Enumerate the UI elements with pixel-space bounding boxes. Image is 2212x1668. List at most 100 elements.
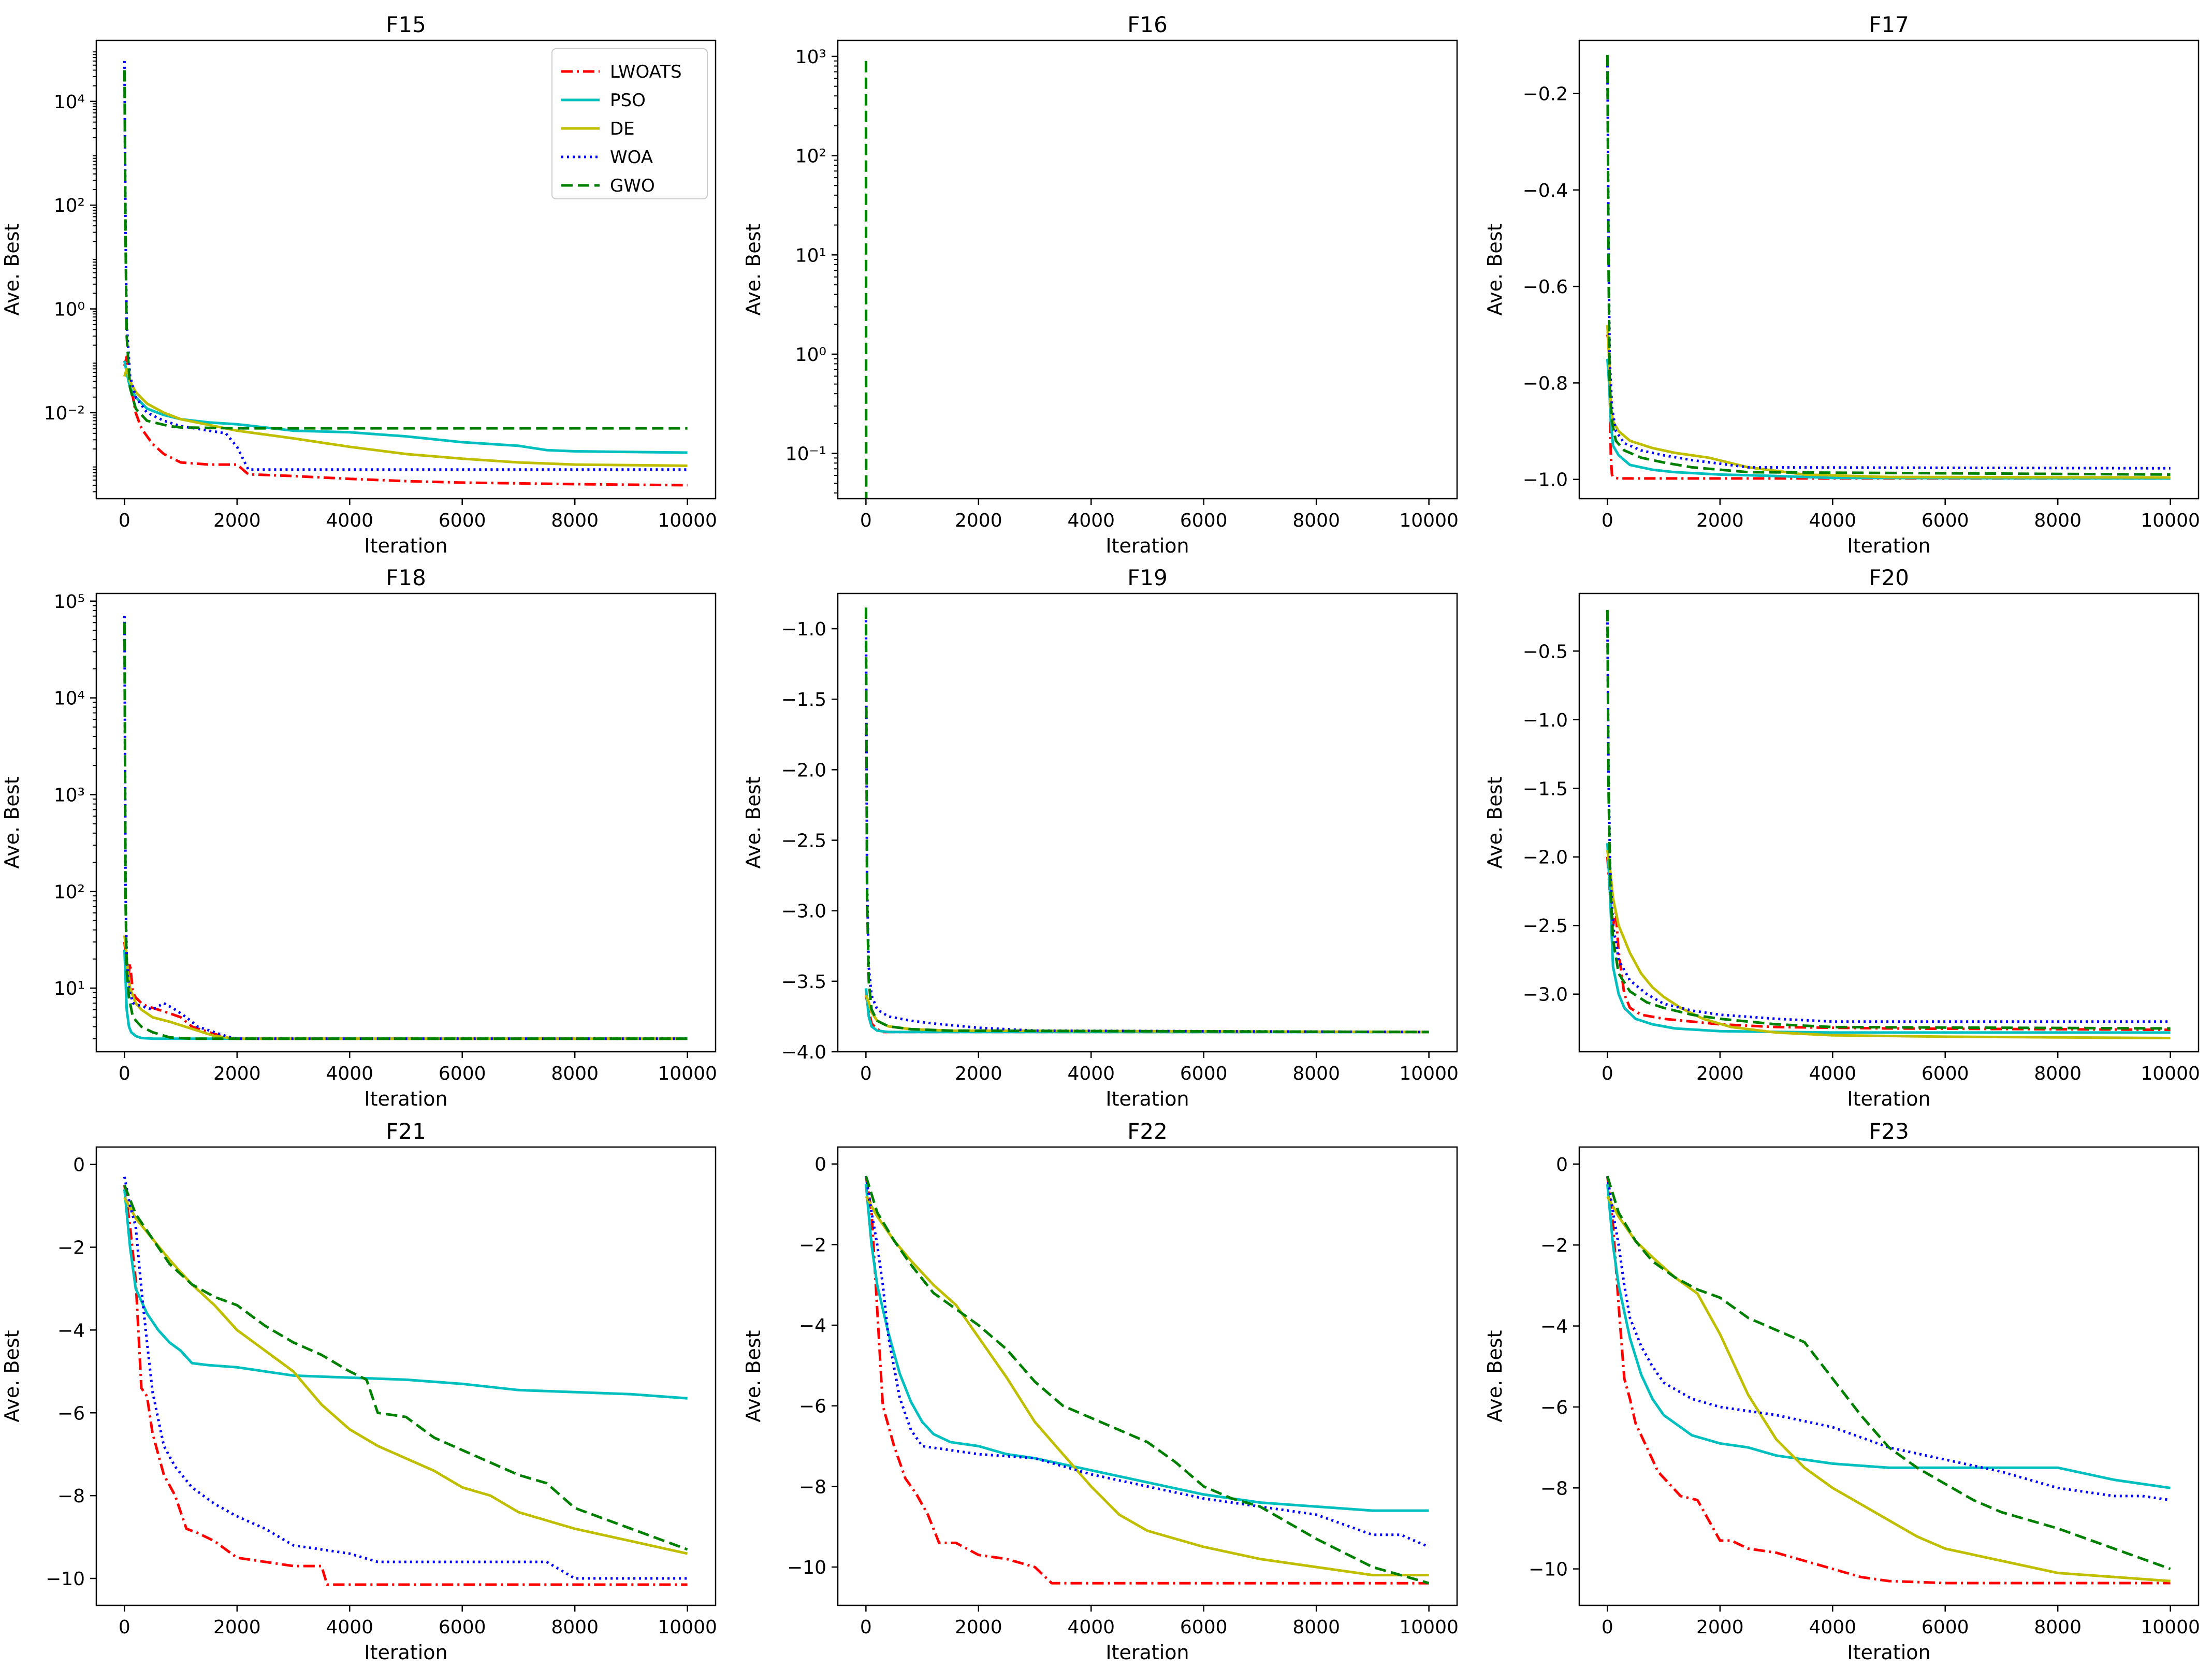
y-tick-label: −2.0 [781, 760, 826, 781]
x-tick-label: 0 [1602, 1063, 1613, 1084]
series-line-gwo [123, 622, 688, 1040]
chart-panel-f20: F20 0 2000 4000 6000 8000 10000 Iteration −3.0 −2… [1483, 565, 2200, 1110]
x-tick-label: 6000 [1922, 510, 1969, 531]
series-line-de [1606, 850, 2171, 1039]
y-axis-label: Ave. Best [1483, 224, 1506, 316]
series-group [864, 607, 1429, 1034]
series-line-de [123, 935, 688, 1040]
y-tick-label: 10⁻¹ [785, 444, 826, 465]
x-tick-label: 8000 [1292, 1617, 1340, 1638]
x-tick-label: 6000 [1922, 1617, 1969, 1638]
chart-title: F21 [386, 1119, 426, 1144]
chart-panel-f18: F18 0 2000 4000 6000 8000 10000 Iteration 10¹ 10²… [1, 565, 717, 1110]
x-tick-label: 4000 [1809, 1617, 1856, 1638]
y-axis-label: Ave. Best [742, 1330, 765, 1423]
y-tick-label: −10 [787, 1557, 826, 1578]
series-line-pso [1606, 1184, 2171, 1489]
y-axis-label: Ave. Best [1483, 1330, 1506, 1423]
x-tick-label: 6000 [1180, 510, 1228, 531]
series-line-lwoats [1606, 857, 2171, 1032]
x-tick-label: 4000 [1067, 510, 1115, 531]
x-tick-label: 0 [119, 1617, 130, 1638]
series-line-pso [123, 1189, 688, 1400]
y-tick-label: −0.2 [1523, 83, 1568, 105]
x-tick-label: 2000 [1696, 1063, 1744, 1084]
x-tick-label: 0 [860, 1063, 872, 1084]
y-tick-label: 10⁰ [54, 299, 85, 321]
y-tick-label: −1.0 [781, 619, 826, 640]
y-tick-label: 10⁰ [795, 344, 826, 366]
x-tick-label: 6000 [439, 510, 486, 531]
x-axis-label: Iteration [364, 1087, 447, 1110]
chart-title: F17 [1869, 12, 1909, 37]
series-group [864, 1176, 1430, 1585]
plot-frame [95, 1146, 717, 1606]
y-tick-label: 10¹ [54, 978, 85, 999]
x-tick-label: 8000 [551, 510, 599, 531]
x-tick-label: 2000 [213, 510, 261, 531]
series-line-gwo [864, 607, 1429, 1034]
y-tick-label: −0.4 [1523, 180, 1568, 201]
x-tick-label: 4000 [1067, 1063, 1115, 1084]
x-tick-label: 4000 [1809, 510, 1856, 531]
legend-label-lwoats: LWOATS [610, 62, 682, 82]
chart-title: F20 [1869, 565, 1909, 590]
series-line-pso [864, 1184, 1429, 1512]
plot-frame [837, 592, 1458, 1053]
y-tick-label: −1.0 [1523, 470, 1568, 491]
chart-title: F16 [1127, 12, 1168, 37]
x-tick-label: 4000 [1067, 1617, 1115, 1638]
y-tick-label: −4.0 [781, 1042, 826, 1063]
x-axis-label: Iteration [364, 534, 447, 557]
y-tick-label: −4 [1540, 1316, 1568, 1338]
series-line-lwoats [1606, 1176, 2171, 1585]
y-tick-label: 10⁻² [44, 403, 85, 424]
y-tick-label: −10 [46, 1569, 85, 1590]
series-line-lwoats [123, 355, 688, 487]
legend-label-woa: WOA [610, 147, 653, 168]
x-tick-label: 10000 [658, 1063, 717, 1084]
x-tick-label: 6000 [1922, 1063, 1969, 1084]
legend-label-pso: PSO [610, 90, 646, 111]
x-tick-label: 6000 [439, 1063, 486, 1084]
x-axis-label: Iteration [1847, 1641, 1930, 1664]
y-tick-label: −6 [57, 1403, 85, 1424]
series-line-pso [1606, 843, 2171, 1034]
x-tick-label: 6000 [439, 1617, 486, 1638]
y-tick-label: 10² [54, 881, 85, 903]
x-tick-label: 8000 [551, 1063, 599, 1084]
series-line-woa [864, 1176, 1430, 1548]
y-tick-label: −2.5 [1523, 916, 1568, 937]
chart-title: F23 [1869, 1119, 1909, 1144]
series-line-woa [1606, 60, 2171, 470]
x-tick-label: 10000 [1399, 510, 1459, 531]
y-tick-label: −1.5 [781, 689, 826, 710]
x-axis-label: Iteration [1105, 1641, 1189, 1664]
y-tick-label: −4 [799, 1315, 826, 1337]
x-axis-label: Iteration [364, 1641, 447, 1664]
chart-panel-f15: F15 0 2000 4000 6000 8000 10000 Iteration 10⁻² 10… [1, 12, 717, 557]
series-line-woa [1606, 1176, 2171, 1502]
y-axis-label: Ave. Best [1, 1330, 23, 1423]
chart-panel-f17: F17 0 2000 4000 6000 8000 10000 Iteration −1.0 −0… [1483, 12, 2200, 557]
y-tick-label: 10⁵ [54, 591, 85, 613]
x-tick-label: 2000 [1696, 1617, 1744, 1638]
x-tick-label: 10000 [2141, 1617, 2200, 1638]
x-tick-label: 6000 [1180, 1617, 1228, 1638]
series-line-de [1606, 1196, 2171, 1583]
x-axis-label: Iteration [1847, 1087, 1930, 1110]
y-tick-label: −4 [57, 1320, 85, 1341]
y-tick-label: −2 [799, 1235, 826, 1256]
y-tick-label: −2.5 [781, 831, 826, 852]
y-tick-label: 0 [73, 1155, 85, 1176]
y-tick-label: −2.0 [1523, 847, 1568, 868]
y-tick-label: −8 [57, 1486, 85, 1507]
chart-panel-f21: F21 0 2000 4000 6000 8000 10000 Iteration −10 −8 −… [1, 1119, 717, 1664]
series-line-gwo [1606, 54, 2171, 476]
x-tick-label: 2000 [213, 1617, 261, 1638]
x-tick-label: 8000 [1292, 510, 1340, 531]
x-tick-label: 4000 [1809, 1063, 1856, 1084]
series-line-woa [1606, 616, 2171, 1023]
y-tick-label: 10³ [54, 785, 85, 806]
